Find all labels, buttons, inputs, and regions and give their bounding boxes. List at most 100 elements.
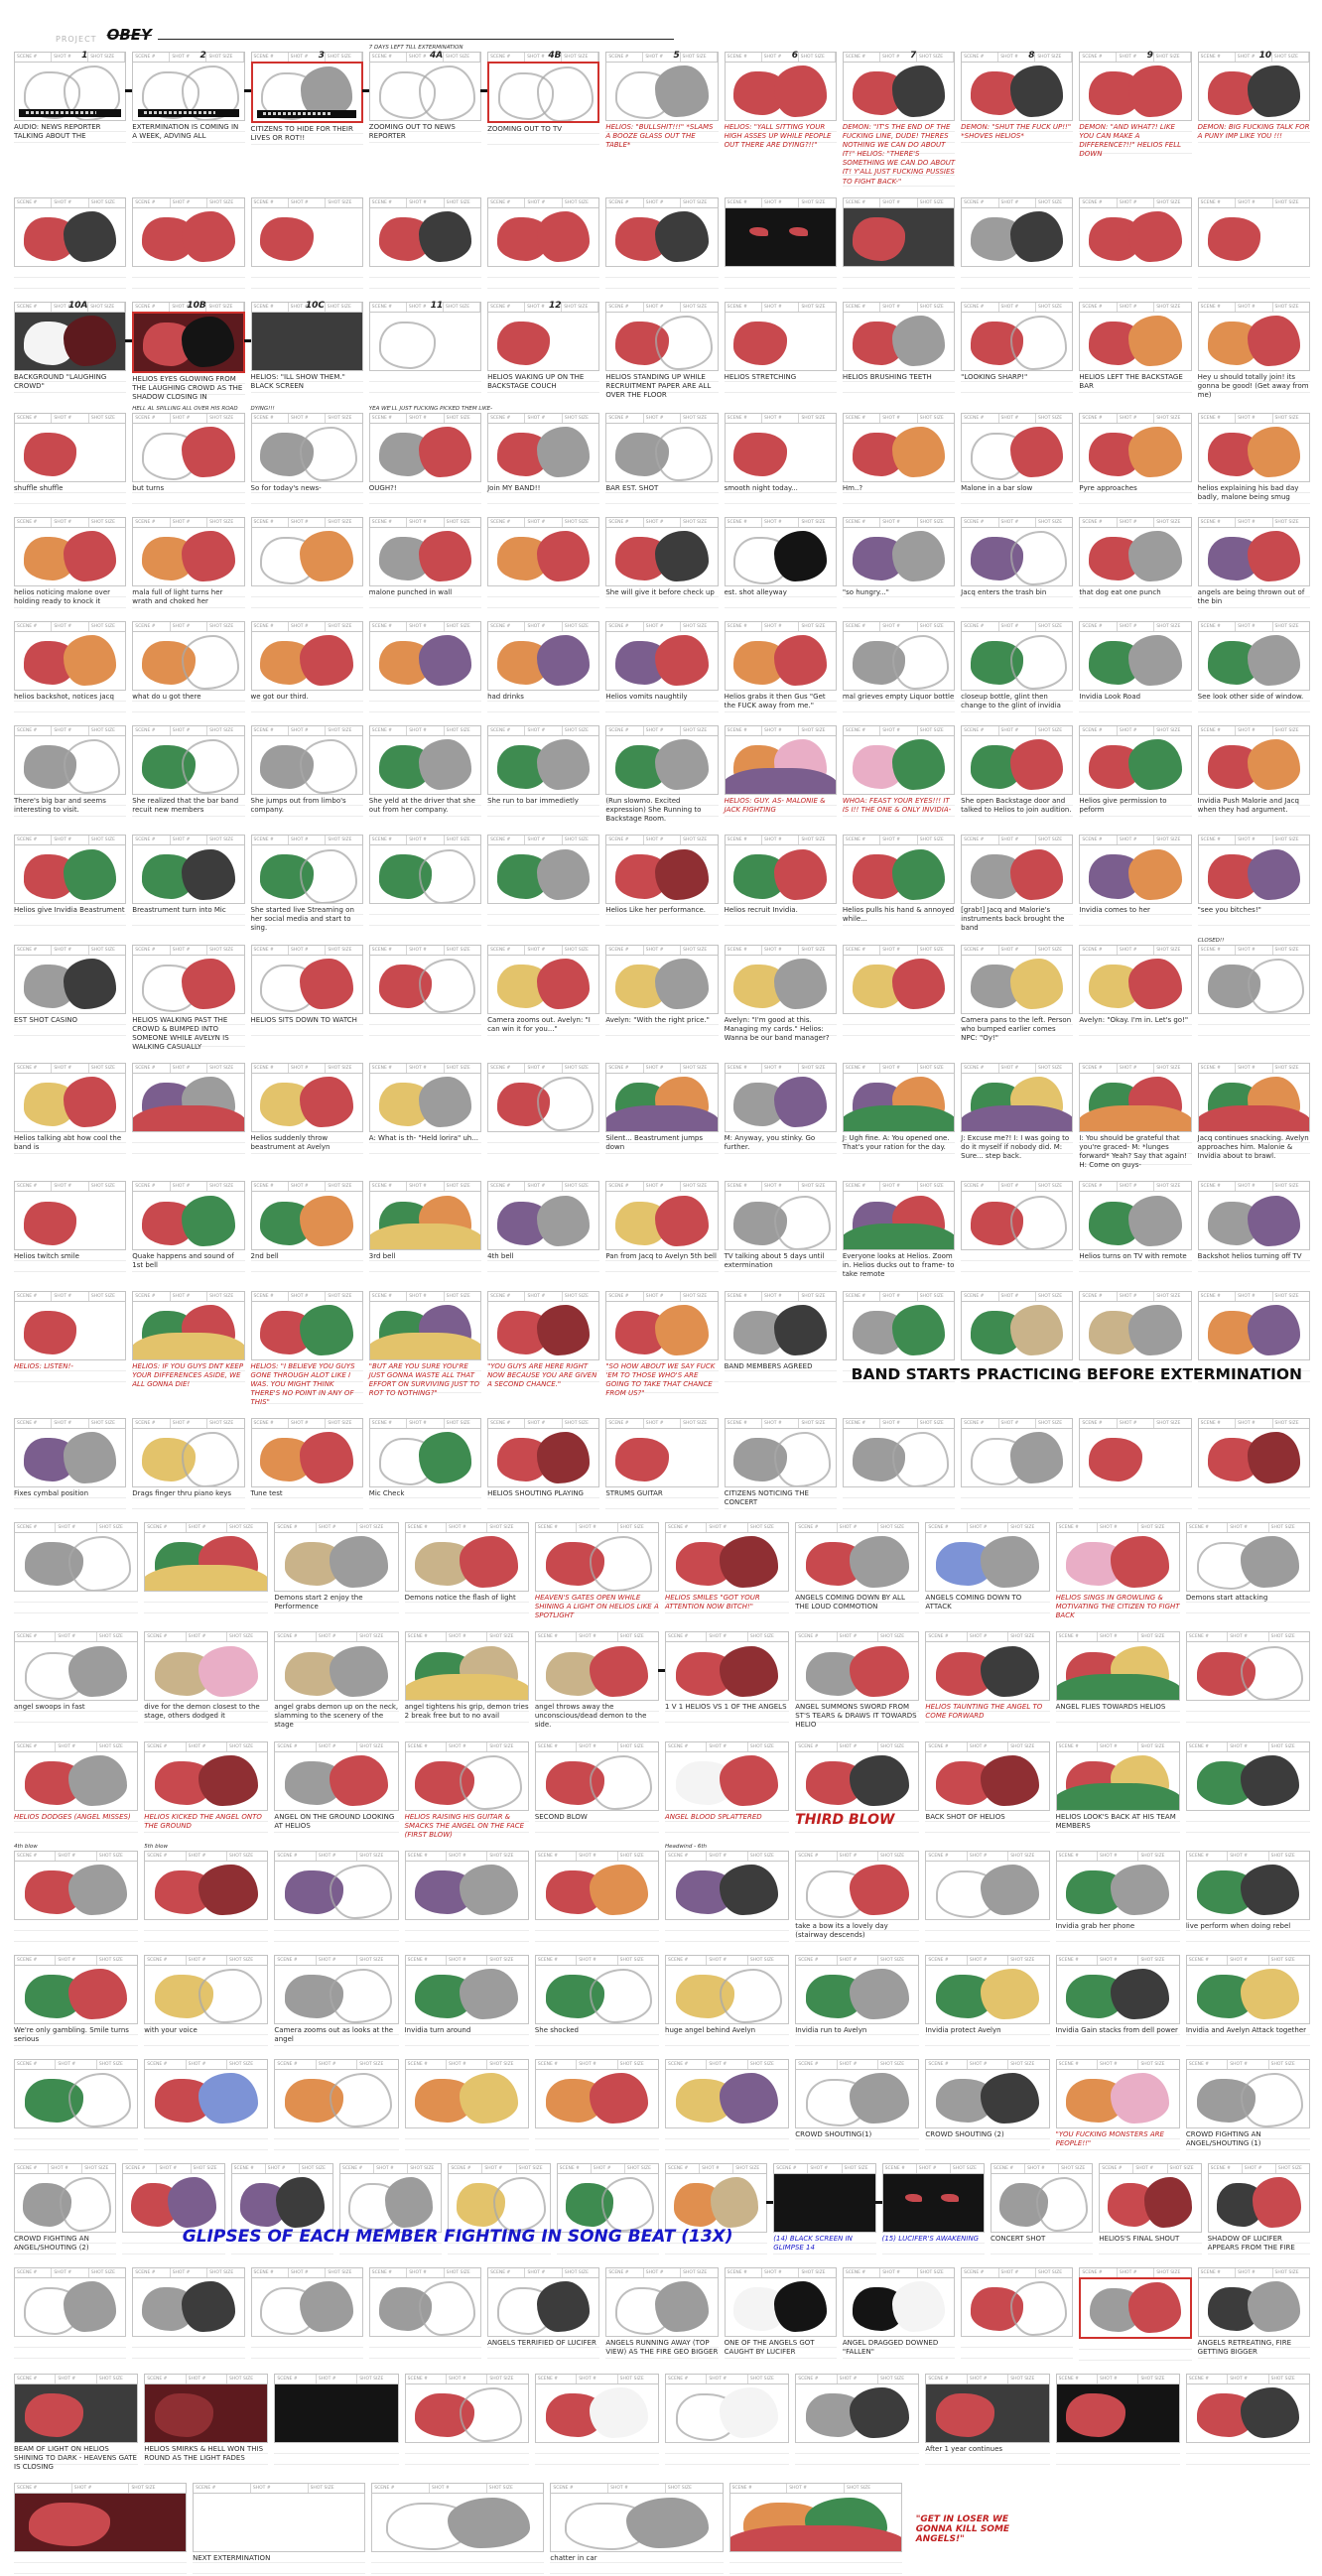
storyboard-panel: SCENE # SHOT # SHOT SIZE Invidia run to Ave…: [795, 1954, 920, 2048]
panel-caption: Pan from Jacq to Avelyn 5th bell: [605, 1250, 719, 1275]
panel-sketch: [605, 630, 719, 691]
sketch-shape: [1247, 635, 1301, 687]
panel-caption: [534, 2442, 660, 2467]
panel-sketch: [132, 311, 245, 373]
storyboard-panel: SCENE # SHOT # SHOT SIZE: [534, 1850, 660, 1944]
panel-caption: [487, 1131, 600, 1156]
storyboard-panel: SCENE # SHOT # SHOT SIZE mala full of light…: [132, 516, 245, 610]
panel-header: SCENE # SHOT # SHOT SIZE: [556, 2162, 659, 2173]
sketch-shape: [843, 1224, 955, 1250]
storyboard-panel: SCENE # SHOT # SHOT SIZE Tune test: [250, 1418, 363, 1511]
shot-label: SHOT #: [707, 1851, 748, 1861]
panel-header: SCENE # SHOT # SHOT SIZE: [144, 2058, 269, 2069]
panel-sketch: [961, 1191, 1074, 1251]
panel-header: SCENE # SHOT # SHOT SIZE: [14, 724, 127, 735]
shot-label: SHOT #: [72, 2484, 130, 2494]
scene-label: SCENE #: [796, 2374, 838, 2383]
panel-caption: [448, 2232, 551, 2256]
scene-label: SCENE #: [145, 2059, 187, 2069]
panel-header: SCENE # SHOT # SHOT SIZE: [605, 835, 719, 845]
size-label: SHOT SIZE: [209, 727, 234, 733]
sketch-shape: [182, 2281, 235, 2333]
storyboard-panel: 7 DAYS LEFT TILL EXTERMINATION SCENE # SHO…: [361, 45, 482, 187]
scene-label: SCENE #: [796, 1955, 838, 1965]
shot-label: SHOT #: [1118, 1063, 1155, 1073]
panel-sketch: [724, 62, 837, 121]
panel-caption: [1079, 1359, 1192, 1384]
shot-label: SHOT #: [1118, 1291, 1155, 1301]
sketch-shape: [1010, 848, 1064, 900]
size-label: SHOT SIZE: [359, 2061, 384, 2067]
panel-sketch: [487, 311, 600, 371]
scene-label: SCENE #: [1080, 945, 1118, 955]
panel-sketch: [368, 62, 482, 121]
shot-label: SHOT #: [968, 2059, 1009, 2069]
size-label: SHOT SIZE: [489, 1743, 514, 1749]
storyboard-panel: SCENE # SHOT # SHOT SIZE ANGELS COMING DOWN…: [925, 1522, 1050, 1620]
sketch-shape: [68, 2073, 132, 2127]
size-label: SHOT SIZE: [90, 947, 115, 953]
panel-header: SCENE # SHOT # SHOT SIZE: [550, 2483, 724, 2494]
shot-label: SHOT #: [171, 517, 208, 527]
sketch-shape: [962, 1104, 1073, 1131]
storyboard-panel: SCENE # SHOT # SHOT SIZE: [132, 1062, 245, 1170]
size-label: SHOT SIZE: [749, 1634, 774, 1640]
storyboard-panel: SCENE # SHOT # SHOT SIZE HELIOS: IF YOU GUY…: [132, 1290, 245, 1407]
panel-header: SCENE # SHOT # SHOT SIZE: [368, 412, 482, 423]
panel-sketch: [1055, 1964, 1180, 2024]
scene-label: SCENE #: [488, 1182, 526, 1192]
sketch-shape: [1247, 739, 1301, 791]
shot-label: SHOT #: [880, 517, 918, 527]
storyboard-panel: SCENE # SHOT # SHOT SIZE "YOU GUYS ARE HERE…: [487, 1290, 600, 1407]
panel-sketch: [1079, 630, 1192, 691]
panel-header: SCENE # SHOT # SHOT SIZE: [925, 1954, 1050, 1965]
shot-label: SHOT #: [525, 1419, 563, 1428]
panel-caption: [961, 1487, 1074, 1511]
size-label: SHOT SIZE: [564, 837, 589, 843]
size-label: SHOT SIZE: [209, 199, 234, 205]
panel-sketch: [132, 206, 245, 267]
size-label: SHOT SIZE: [683, 623, 708, 629]
sketch-shape: [155, 2393, 214, 2438]
sketch-shape: [1010, 211, 1064, 263]
panel-sketch: [1079, 1191, 1192, 1251]
storyboard-panel: SCENE # SHOT # SHOT SIZE HELIOS DODGES (ANG…: [14, 1740, 139, 1840]
panel-header: SCENE # SHOT # SHOT SIZE: [925, 1740, 1050, 1751]
panel-sketch: [1055, 1860, 1180, 1920]
scene-label: SCENE #: [252, 517, 289, 527]
sketch-shape: [182, 1195, 235, 1246]
panel-caption: Backshot helios turning off TV: [1197, 1250, 1310, 1275]
sketch-shape: [24, 2393, 83, 2438]
panel-header: SCENE # SHOT # SHOT SIZE 12: [487, 301, 600, 312]
panel-header: SCENE # SHOT # SHOT SIZE: [842, 835, 956, 845]
scene-label: SCENE #: [275, 2374, 317, 2383]
panel-header: SCENE # SHOT # SHOT SIZE: [250, 2266, 363, 2277]
size-label: SHOT SIZE: [683, 519, 708, 525]
panel-caption: HELIOS KICKED THE ANGEL ONTO THE GROUND: [144, 1810, 269, 1835]
panel-caption: She realized that the bar band recuit ne…: [132, 794, 245, 819]
panel-header: SCENE # SHOT # SHOT SIZE: [842, 1418, 956, 1428]
panel-sketch: [132, 526, 245, 586]
panel-caption: dive for the demon closest to the stage,…: [144, 1701, 269, 1726]
sketch-shape: [655, 1305, 709, 1356]
panel-header: SCENE # SHOT # SHOT SIZE: [1079, 1181, 1192, 1192]
panel-header: SCENE # SHOT # SHOT SIZE: [925, 1522, 1050, 1532]
sketch-shape: [1128, 65, 1182, 117]
panel-caption: [665, 2442, 790, 2467]
panel-caption: Helios twitch smile: [14, 1250, 127, 1275]
scene-label: SCENE #: [133, 725, 171, 735]
panel-caption: [842, 1359, 956, 1384]
scene-label: SCENE #: [15, 1291, 53, 1301]
panel-header: SCENE # SHOT # SHOT SIZE: [724, 301, 837, 312]
panel-caption: [274, 1919, 399, 1944]
storyboard-panel: SCENE # SHOT # SHOT SIZE Everyone looks at …: [842, 1181, 956, 1280]
storyboard-panel: SCENE # SHOT # SHOT SIZE: [1197, 1290, 1310, 1407]
panel-header: SCENE # SHOT # SHOT SIZE: [724, 1290, 837, 1301]
scene-label: SCENE #: [844, 413, 881, 423]
shot-label: SHOT #: [52, 1063, 89, 1073]
scene-label: SCENE #: [606, 725, 644, 735]
red-eye-shape: [941, 2193, 959, 2203]
sketch-shape: [891, 848, 946, 900]
shot-label: SHOT #: [52, 945, 89, 955]
size-label: SHOT SIZE: [209, 2269, 234, 2275]
